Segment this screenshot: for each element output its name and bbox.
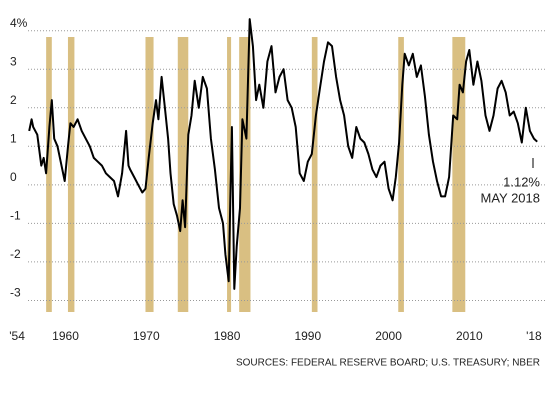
recession-band <box>398 37 404 312</box>
recession-band <box>452 37 466 312</box>
recession-band <box>46 37 52 312</box>
y-tick-label: -3 <box>10 286 21 300</box>
recession-band <box>311 37 318 312</box>
x-tick-label: 2000 <box>375 329 402 343</box>
grid <box>28 30 545 301</box>
x-tick-label: 2010 <box>456 329 483 343</box>
annotation-date: MAY 2018 <box>480 190 540 205</box>
source: SOURCES: FEDERAL RESERVE BOARD; U.S. TRE… <box>236 358 540 369</box>
x-tick-label: 1970 <box>133 329 160 343</box>
series-line <box>28 18 538 290</box>
y-tick-label: 2 <box>10 93 17 107</box>
y-tick-label: 0 <box>10 170 17 184</box>
lines <box>28 18 538 290</box>
recession-band <box>177 37 189 312</box>
annotation-value: 1.12% <box>503 174 540 189</box>
y-tick-label: 3 <box>10 54 17 68</box>
recession-band <box>239 37 251 312</box>
y-tick-label: 4% <box>10 16 28 30</box>
x-tick-label: '18 <box>526 329 542 343</box>
x-tick-label: 1980 <box>214 329 241 343</box>
x-tick-label: 1960 <box>52 329 79 343</box>
recession-band <box>227 37 232 312</box>
recessions <box>46 37 466 312</box>
recession-band <box>145 37 154 312</box>
y-tick-label: 1 <box>10 131 17 145</box>
recession-band <box>67 37 75 312</box>
y-tick-label: -2 <box>10 247 21 261</box>
y-tick-label: -1 <box>10 209 21 223</box>
x-tick-label: 1990 <box>294 329 321 343</box>
labels: 4% 3 2 1 0 -1 -2 -3 '54 1960 1970 1980 1990 2000 2010 '… <box>9 16 542 369</box>
x-tick-label: '54 <box>9 329 25 343</box>
